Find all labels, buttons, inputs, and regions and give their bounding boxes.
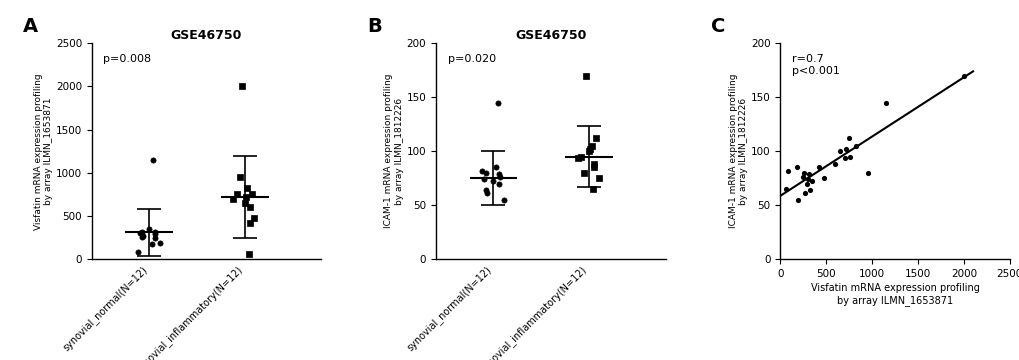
Text: p=0.008: p=0.008 <box>103 54 151 64</box>
Point <box>133 229 150 234</box>
Point <box>779 168 795 174</box>
Text: A: A <box>22 17 38 36</box>
Point <box>584 186 600 192</box>
Point <box>240 251 257 257</box>
Point <box>491 174 507 180</box>
Point <box>590 175 606 181</box>
Point <box>239 185 256 191</box>
Point <box>876 100 893 105</box>
Point <box>798 181 814 186</box>
Point <box>578 73 594 78</box>
Point <box>788 165 804 170</box>
Point <box>838 146 854 152</box>
Point <box>151 240 167 246</box>
Point <box>135 233 151 239</box>
Point <box>231 174 248 180</box>
Point <box>242 204 258 210</box>
Point <box>129 249 146 255</box>
Point <box>141 226 157 232</box>
Point <box>147 230 163 235</box>
Point <box>246 215 262 221</box>
Point <box>489 100 505 105</box>
Point <box>576 170 592 176</box>
Point <box>776 186 793 192</box>
Text: r=0.7
p<0.001: r=0.7 p<0.001 <box>791 54 839 76</box>
Point <box>147 231 163 237</box>
Point <box>569 155 585 161</box>
Point <box>237 194 254 200</box>
Point <box>474 168 490 174</box>
Point <box>485 179 501 184</box>
Point <box>795 174 811 180</box>
Point <box>796 190 812 196</box>
Point <box>147 235 163 240</box>
Point <box>488 165 504 170</box>
Point <box>826 161 843 167</box>
Point <box>800 171 816 177</box>
Point <box>804 179 820 184</box>
Point <box>131 230 148 236</box>
Point <box>475 176 491 182</box>
Point <box>581 146 597 152</box>
Point <box>477 170 493 176</box>
Y-axis label: ICAM-1 mRNA expression profiling
by array ILMN_1812226: ICAM-1 mRNA expression profiling by arra… <box>384 74 404 229</box>
Point <box>789 197 805 203</box>
Point <box>799 176 815 182</box>
Text: p=0.020: p=0.020 <box>447 54 495 64</box>
Point <box>955 73 971 78</box>
Point <box>795 170 811 176</box>
Point <box>479 190 495 196</box>
Point <box>847 143 863 149</box>
Point <box>478 187 494 193</box>
Point <box>858 170 874 176</box>
Point <box>233 84 250 89</box>
Point <box>144 241 160 247</box>
Point <box>841 154 857 159</box>
Point <box>495 197 512 203</box>
Point <box>801 187 817 193</box>
Point <box>244 192 260 197</box>
Point <box>228 191 245 197</box>
Title: GSE46750: GSE46750 <box>171 29 242 42</box>
Point <box>145 157 161 163</box>
Point <box>832 148 848 154</box>
X-axis label: Visfatin mRNA expression profiling
by array ILMN_1653871: Visfatin mRNA expression profiling by ar… <box>810 283 978 306</box>
Point <box>242 220 258 226</box>
Point <box>841 135 857 141</box>
Point <box>236 200 253 206</box>
Text: C: C <box>711 17 726 36</box>
Point <box>490 171 506 177</box>
Point <box>581 148 597 154</box>
Point <box>225 196 242 202</box>
Point <box>836 155 852 161</box>
Point <box>491 181 507 186</box>
Y-axis label: Visfatin mRNA expression profiling
by array ILMN_1653871: Visfatin mRNA expression profiling by ar… <box>34 73 53 230</box>
Text: B: B <box>367 17 381 36</box>
Point <box>585 161 601 167</box>
Point <box>133 234 150 240</box>
Point <box>572 154 588 159</box>
Point <box>815 175 832 181</box>
Point <box>810 165 826 170</box>
Point <box>585 165 601 170</box>
Point <box>583 143 599 149</box>
Point <box>588 135 604 141</box>
Title: GSE46750: GSE46750 <box>515 29 586 42</box>
Y-axis label: ICAM-1 mRNA expression profiling
by array ILMN_1812226: ICAM-1 mRNA expression profiling by arra… <box>728 74 747 229</box>
